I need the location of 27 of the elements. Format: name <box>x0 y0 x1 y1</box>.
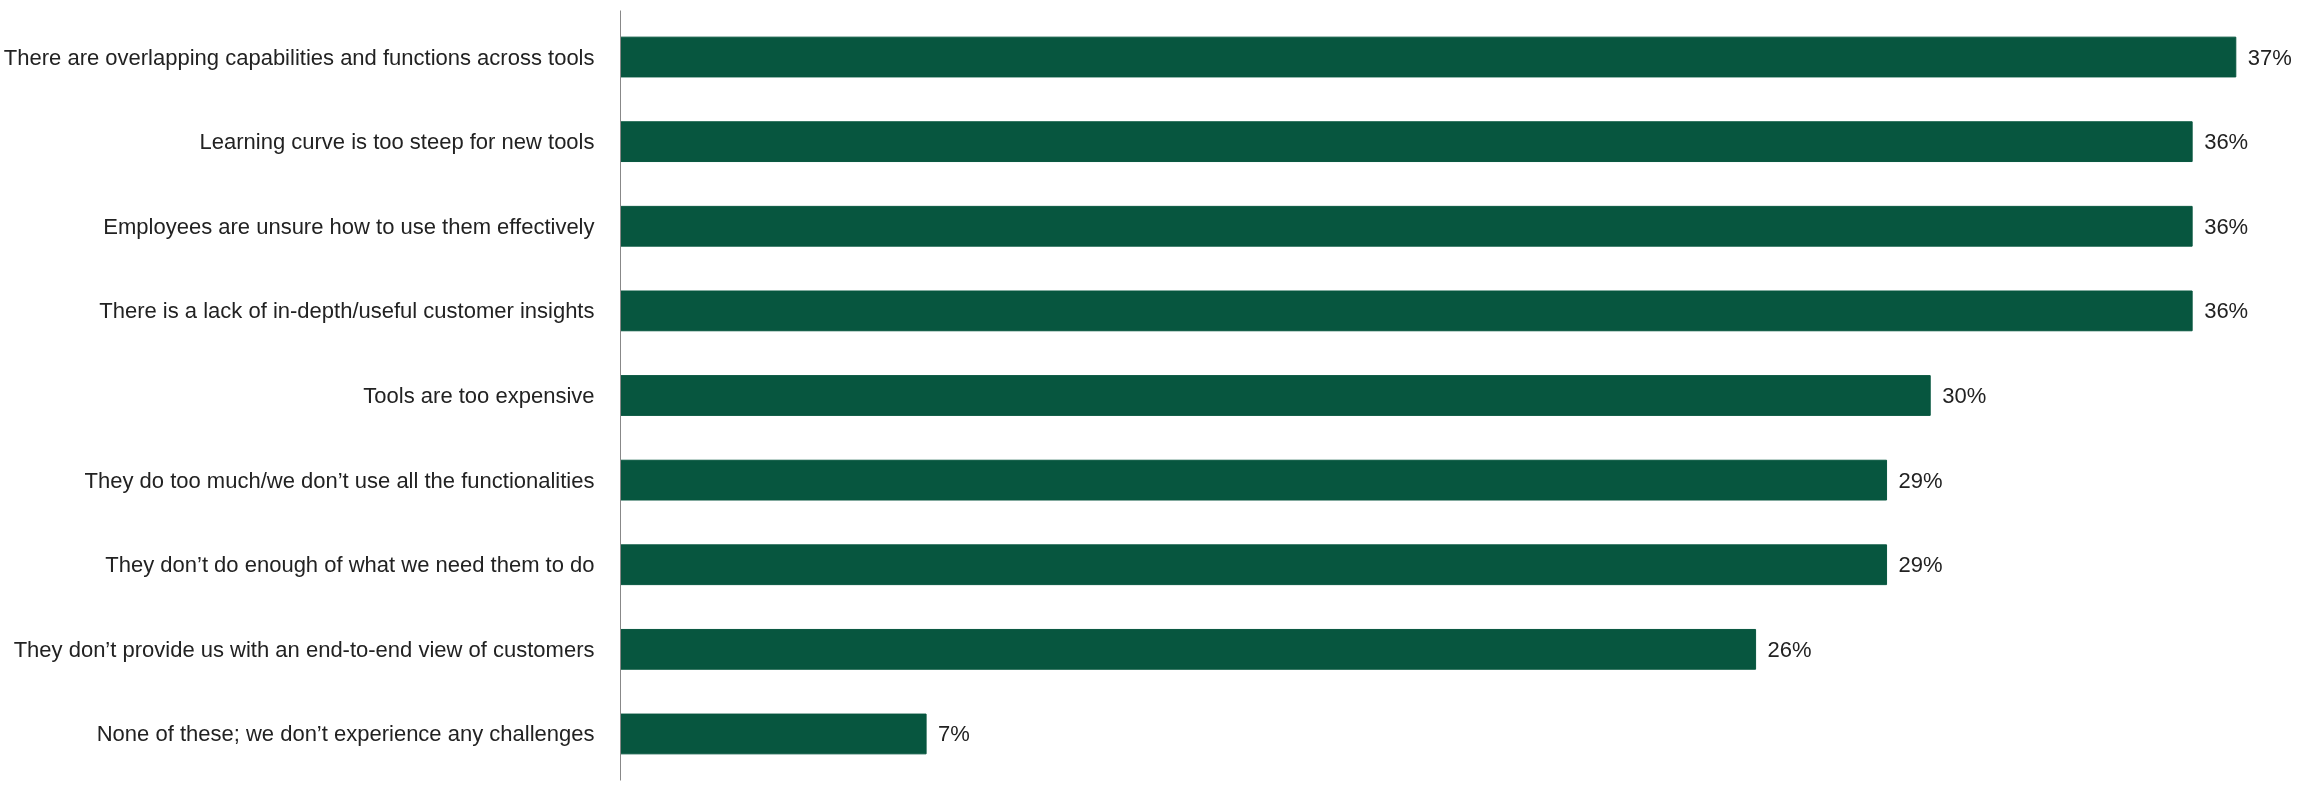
bar <box>620 375 1931 416</box>
bar <box>620 544 1888 586</box>
data-label: 36% <box>2204 213 2249 239</box>
bar <box>620 121 2193 163</box>
data-label: 26% <box>1767 636 1812 662</box>
y-tick-label: Tools are too expensive <box>363 383 595 408</box>
data-label: 37% <box>2247 44 2292 70</box>
bar <box>620 36 2237 78</box>
bar <box>620 713 927 755</box>
bar <box>620 459 1888 501</box>
data-label: 29% <box>1898 552 1943 578</box>
data-label: 29% <box>1898 467 1943 493</box>
y-tick-label: None of these; we don’t experience any challenges <box>96 721 595 747</box>
y-tick-label: There are overlapping capabilities and functions across tools <box>3 44 595 70</box>
bar <box>620 205 2193 247</box>
y-tick-label: They do too much/we don’t use all the functionalities <box>84 467 595 493</box>
y-tick-label: Employees are unsure how to use them effectively <box>103 213 595 239</box>
bar <box>620 628 1757 670</box>
data-label: 36% <box>2204 129 2249 155</box>
data-label: 7% <box>938 721 970 747</box>
y-tick-label: There is a lack of in-depth/useful customer insights <box>99 298 595 324</box>
y-tick-label: Learning curve is too steep for new tools <box>199 129 595 155</box>
bar <box>620 290 2193 332</box>
y-tick-label: They don’t do enough of what we need them to do <box>105 552 595 578</box>
y-tick-label: They don’t provide us with an end-to-end view of customers <box>13 636 595 662</box>
data-label: 30% <box>1942 383 1987 408</box>
data-label: 36% <box>2204 298 2249 324</box>
